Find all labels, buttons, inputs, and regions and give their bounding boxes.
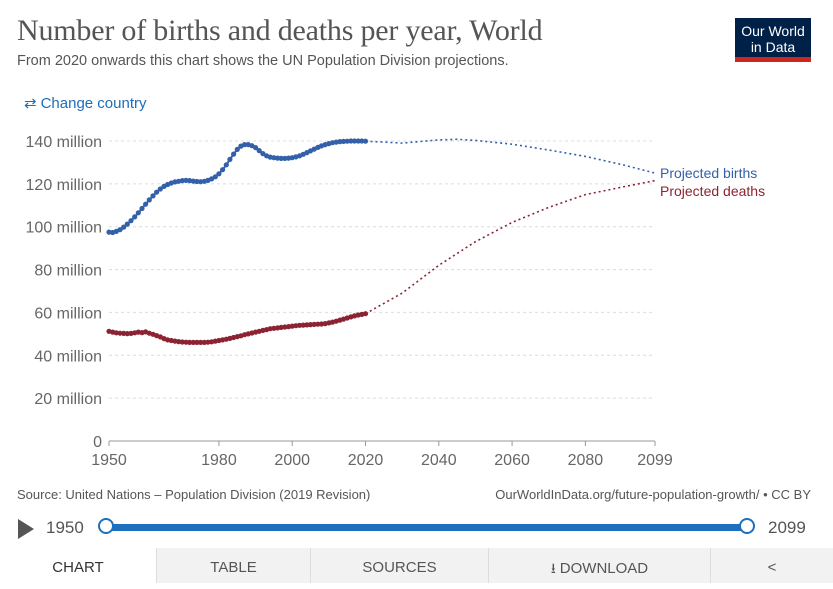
owid-logo[interactable]: Our World in Data	[735, 18, 811, 62]
births-historical-line	[108, 140, 366, 234]
deaths-point	[311, 321, 317, 327]
download-icon: ⭳	[550, 560, 556, 576]
births-point	[223, 162, 229, 168]
births-point	[139, 205, 145, 212]
timeline-end-handle[interactable]	[739, 518, 755, 534]
timeline-start-handle[interactable]	[98, 518, 114, 534]
chart-subtitle: From 2020 onwards this chart shows the U…	[17, 53, 509, 69]
deaths-point	[187, 339, 193, 345]
births-point	[256, 148, 262, 154]
y-tick-label: 100 million	[26, 220, 102, 237]
series-group	[106, 138, 656, 345]
logo-line1: Our World	[741, 23, 805, 39]
births-deaths-chart[interactable]: 0 20 million 40 million 60 million 80 millio…	[0, 0, 833, 480]
births-point	[212, 174, 218, 180]
births-point	[117, 227, 123, 233]
tab-table-label: TABLE	[210, 559, 257, 576]
births-point	[220, 167, 226, 173]
y-axis-ticks: 0 20 million 40 million 60 million 80 millio…	[26, 134, 103, 451]
x-tick-label: 2040	[421, 452, 457, 469]
deaths-point	[198, 339, 204, 345]
births-point	[179, 178, 185, 184]
deaths-point	[124, 331, 130, 337]
play-icon[interactable]	[18, 519, 34, 539]
x-tick-label: 2099	[637, 452, 673, 469]
logo-line2: in Data	[750, 39, 796, 55]
tab-chart[interactable]: CHART	[0, 548, 156, 583]
x-tick-label: 2080	[568, 452, 604, 469]
x-tick-label: 2060	[494, 452, 530, 469]
x-tick-label: 2020	[348, 452, 384, 469]
tab-download-label: DOWNLOAD	[559, 560, 649, 577]
timeline: 1950 2099	[0, 512, 833, 546]
x-tick-label: 1980	[201, 452, 237, 469]
births-point	[128, 218, 134, 224]
births-point	[121, 224, 127, 230]
births-point	[282, 155, 288, 161]
timeline-start-year: 1950	[46, 518, 84, 537]
timeline-track[interactable]	[106, 524, 748, 531]
share-icon: <	[767, 559, 777, 576]
births-point	[157, 186, 163, 192]
births-point	[253, 145, 259, 151]
deaths-point	[179, 339, 185, 345]
births-point	[231, 151, 237, 157]
y-tick-label: 80 million	[34, 263, 102, 280]
x-tick-label: 1950	[91, 452, 127, 469]
births-label: Projected births	[660, 165, 757, 181]
x-tick-label: 2000	[274, 452, 310, 469]
births-point	[234, 146, 240, 152]
tab-sources-label: SOURCES	[362, 559, 437, 576]
births-point	[355, 138, 361, 144]
tab-chart-label: CHART	[52, 559, 104, 576]
deaths-point	[300, 322, 306, 328]
tab-table[interactable]: TABLE	[156, 548, 310, 583]
chart-title: Number of births and deaths per year, Wo…	[17, 14, 543, 47]
tab-sources[interactable]: SOURCES	[310, 548, 488, 583]
tab-download[interactable]: ⭳ DOWNLOAD	[488, 548, 710, 583]
timeline-end-year: 2099	[768, 518, 806, 537]
y-tick-label: 0	[93, 434, 102, 451]
y-tick-label: 60 million	[34, 305, 102, 322]
y-tick-label: 40 million	[34, 348, 102, 365]
births-point	[135, 210, 141, 216]
births-point	[154, 189, 160, 195]
births-point	[146, 197, 152, 203]
y-tick-label: 120 million	[26, 177, 102, 194]
y-tick-label: 140 million	[26, 134, 102, 151]
tab-share[interactable]: <	[710, 548, 833, 583]
births-point	[344, 138, 350, 144]
deaths-projection-line	[365, 179, 656, 315]
births-point	[150, 193, 156, 199]
deaths-point	[194, 339, 200, 345]
births-point	[124, 221, 130, 227]
births-point	[351, 138, 358, 144]
births-point	[340, 138, 347, 144]
deaths-label: Projected deaths	[660, 183, 765, 199]
births-point	[194, 178, 200, 185]
births-point	[132, 214, 138, 220]
births-point	[227, 156, 233, 162]
deaths-point	[190, 339, 196, 345]
x-axis: 1950 1980 2000 2020 2040 2060 2080 2099	[91, 440, 673, 469]
births-projection-line	[365, 138, 656, 174]
births-point	[278, 155, 284, 161]
swap-arrows-icon: ⇄	[24, 95, 37, 112]
series-labels: Projected births Projected deaths	[660, 165, 765, 199]
births-point	[216, 171, 222, 177]
change-country-label: Change country	[40, 95, 147, 112]
y-tick-label: 20 million	[34, 391, 102, 408]
deaths-point	[117, 330, 123, 336]
births-point	[359, 138, 365, 144]
deaths-point	[307, 322, 314, 328]
tab-bar: CHART TABLE SOURCES ⭳ DOWNLOAD <	[0, 548, 833, 583]
change-country-button[interactable]: ⇄ Change country	[24, 94, 146, 112]
births-point	[348, 138, 354, 144]
births-point	[143, 201, 149, 207]
births-point	[242, 142, 248, 148]
source-note: Source: United Nations – Population Divi…	[17, 487, 371, 502]
owid-url-link[interactable]: OurWorldInData.org/future-population-gro…	[495, 487, 811, 502]
births-point	[362, 138, 369, 144]
